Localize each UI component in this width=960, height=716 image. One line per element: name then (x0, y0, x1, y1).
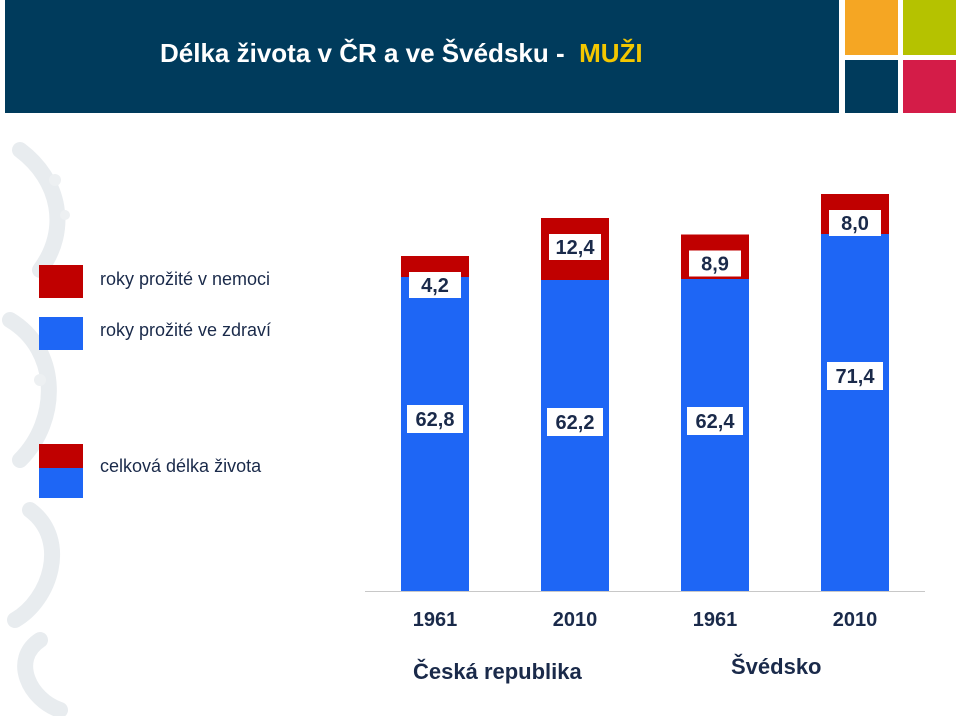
value-label-sick: 8,9 (701, 254, 729, 276)
bar-sick (401, 256, 469, 277)
bar-healthy (821, 234, 889, 591)
value-label-healthy: 62,2 (556, 412, 595, 434)
x-tick-label: 2010 (833, 609, 878, 631)
title-highlight: MUŽI (579, 38, 643, 68)
value-label-box-healthy (687, 407, 743, 435)
x-tick-label: 2010 (553, 609, 598, 631)
value-label-box-sick (409, 272, 461, 298)
deco-square-lime (903, 0, 956, 55)
value-label-box-healthy (407, 405, 463, 433)
legend-label-sick: roky prožité v nemoci (100, 269, 271, 289)
legend-swatch-sick (39, 265, 83, 298)
bar-healthy (401, 277, 469, 591)
value-label-healthy: 62,8 (416, 409, 455, 431)
value-label-box-sick (689, 250, 741, 277)
value-label-sick: 4,2 (421, 275, 449, 297)
value-label-box-sick (829, 210, 881, 236)
deco-square-orange (845, 0, 898, 55)
value-label-healthy: 62,4 (696, 411, 736, 433)
x-tick-label: 1961 (413, 609, 458, 631)
deco-square-navy (845, 60, 898, 113)
value-label-box-healthy (827, 362, 883, 390)
group-label-czech: Česká republika (413, 659, 582, 684)
value-label-sick: 12,4 (556, 237, 596, 259)
value-label-sick: 8,0 (841, 213, 869, 235)
legend-swatch-total-top (39, 444, 83, 468)
deco-square-crimson (903, 60, 956, 113)
legend-swatch-healthy (39, 317, 83, 350)
background-swirl-decoration (2, 142, 70, 716)
title-bar (5, 0, 839, 113)
x-tick-label: 1961 (693, 609, 738, 631)
value-label-box-healthy (547, 408, 603, 436)
slide-title: Délka života v ČR a ve Švédsku - MUŽI (160, 38, 643, 68)
legend-label-total: celková délka života (100, 456, 262, 476)
value-label-healthy: 71,4 (836, 366, 876, 388)
legend-swatch-total-bottom (39, 468, 83, 498)
value-label-box-sick (549, 234, 601, 260)
group-label-sweden: Švédsko (731, 654, 822, 679)
legend-label-healthy: roky prožité ve zdraví (100, 320, 272, 340)
